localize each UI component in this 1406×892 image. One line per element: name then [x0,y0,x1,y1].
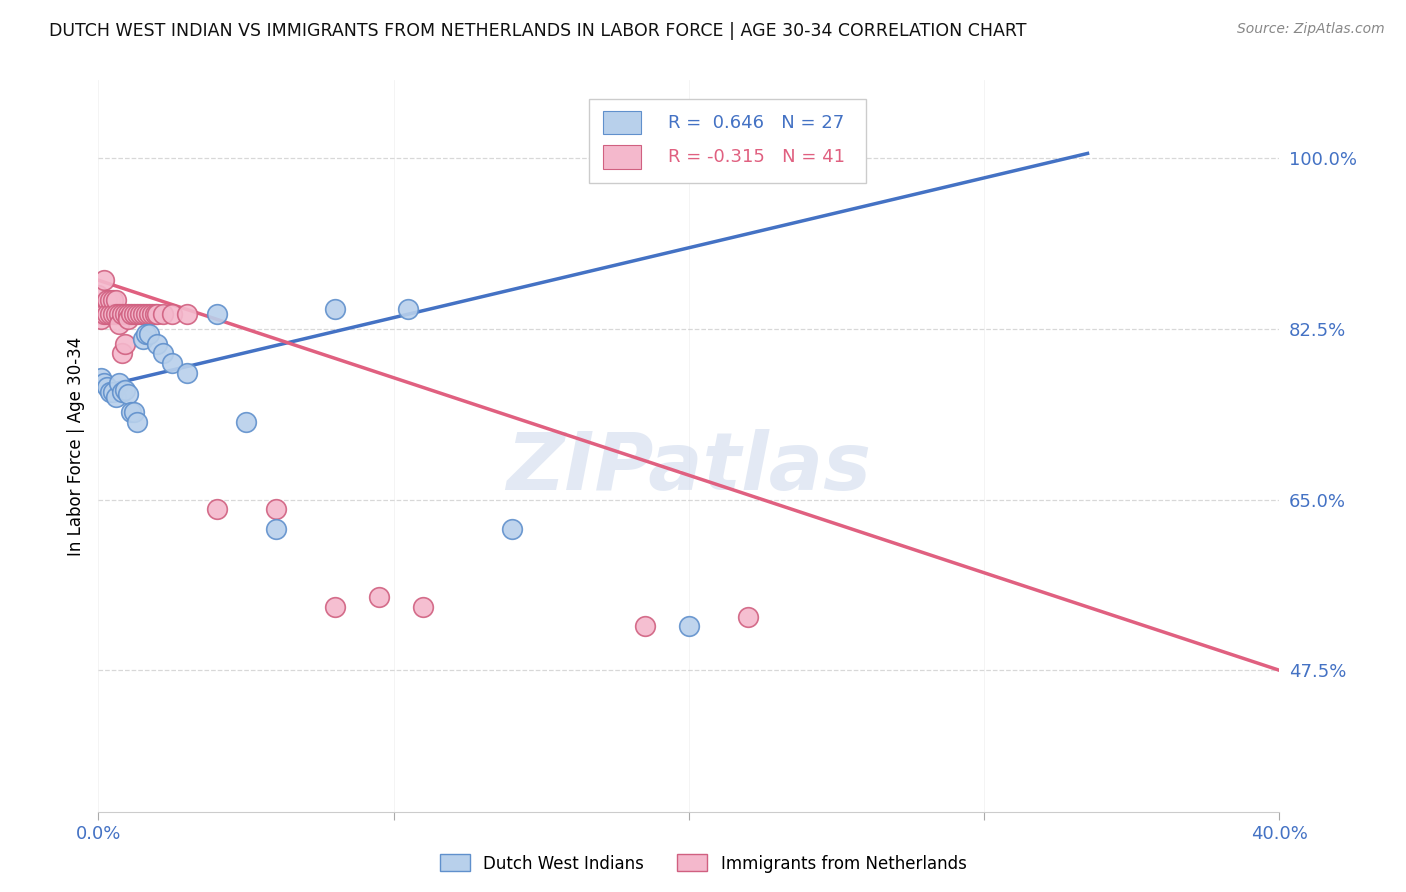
Point [412,599,434,614]
Point [264,522,287,536]
Text: ZIPatlas: ZIPatlas [506,429,872,507]
Point [125,415,148,429]
Point [120,307,142,321]
Text: R = -0.315   N = 41: R = -0.315 N = 41 [668,148,845,166]
Point [93,376,115,390]
Point [737,609,759,624]
Point [108,307,131,321]
Point [111,346,134,360]
Point [132,307,155,321]
Point [103,385,125,400]
Point [96,307,118,321]
Point [132,332,155,346]
Point [398,302,420,317]
Text: Source: ZipAtlas.com: Source: ZipAtlas.com [1237,22,1385,37]
Point [105,390,128,404]
Point [138,307,160,321]
Point [205,502,228,516]
Point [162,356,183,370]
Point [114,336,136,351]
Point [176,366,198,380]
Point [114,384,136,398]
Point [152,346,174,360]
Point [122,307,145,321]
Point [128,307,150,321]
Point [120,405,142,419]
Point [103,307,125,321]
Point [122,405,145,419]
Point [90,312,112,326]
Point [103,293,125,307]
Point [105,307,128,321]
Point [135,326,157,341]
Point [90,370,112,384]
Point [111,307,134,321]
Point [323,302,346,317]
FancyBboxPatch shape [603,111,641,135]
Point [111,385,134,400]
Point [87,288,110,302]
Text: R =  0.646   N = 27: R = 0.646 N = 27 [668,113,844,132]
Point [323,599,346,614]
Point [205,307,228,321]
Point [135,307,157,321]
FancyBboxPatch shape [603,145,641,169]
Point [93,307,115,321]
Point [146,307,169,321]
Point [138,326,160,341]
Point [152,307,174,321]
Y-axis label: In Labor Force | Age 30-34: In Labor Force | Age 30-34 [66,336,84,556]
Point [96,293,118,307]
Point [235,415,257,429]
Point [90,307,112,321]
Point [93,273,115,287]
Point [117,387,139,401]
Point [634,619,657,633]
Point [264,502,287,516]
Point [143,307,166,321]
FancyBboxPatch shape [589,99,866,183]
Legend: Dutch West Indians, Immigrants from Netherlands: Dutch West Indians, Immigrants from Neth… [433,847,973,880]
Point [146,336,169,351]
Point [117,307,139,321]
Point [98,293,121,307]
Point [114,307,136,321]
Point [105,293,128,307]
Point [368,590,391,604]
Point [141,307,163,321]
Point [678,619,700,633]
Point [98,307,121,321]
Text: DUTCH WEST INDIAN VS IMMIGRANTS FROM NETHERLANDS IN LABOR FORCE | AGE 30-34 CORR: DUTCH WEST INDIAN VS IMMIGRANTS FROM NET… [49,22,1026,40]
Point [176,307,198,321]
Point [162,307,183,321]
Point [125,307,148,321]
Point [117,312,139,326]
Point [501,522,523,536]
Point [108,376,131,390]
Point [108,317,131,331]
Point [98,385,121,400]
Point [96,380,118,394]
